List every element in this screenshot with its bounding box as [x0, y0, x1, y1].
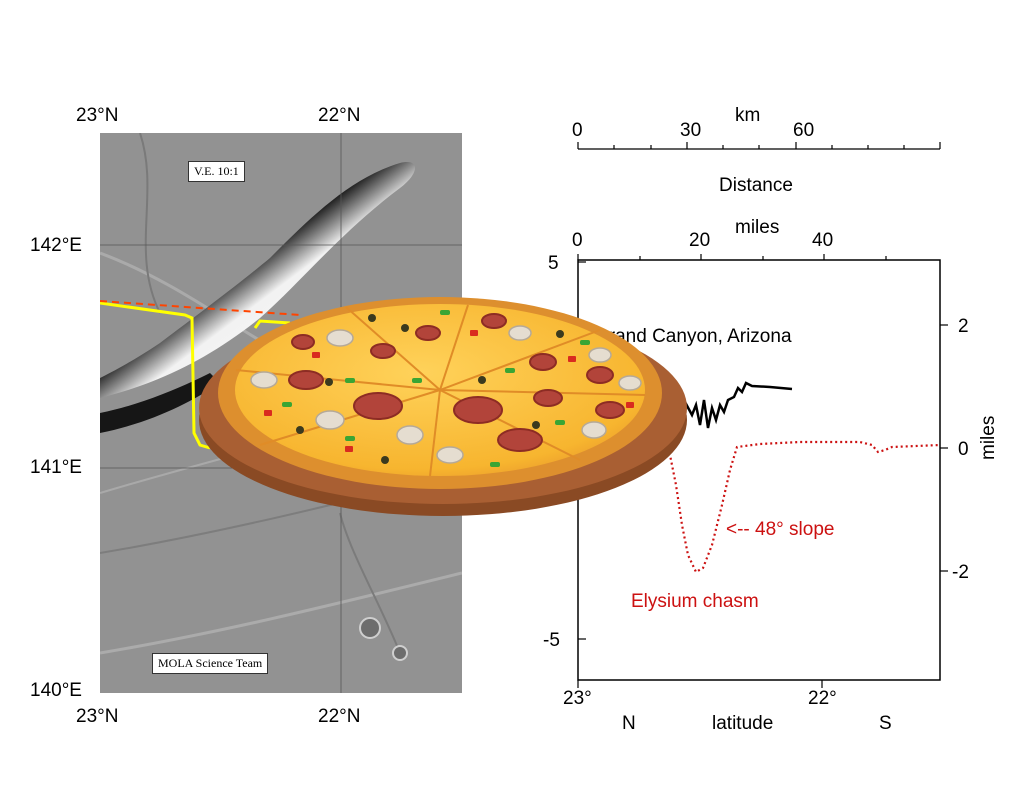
miles-tick-0: 0: [572, 230, 583, 251]
map-lon-142: 142°E: [30, 235, 82, 256]
right-tick-minus2: -2: [952, 562, 969, 583]
km-tick-0: 0: [572, 120, 583, 141]
map-bottom-lat-22: 22°N: [318, 706, 361, 727]
elysium-chasm-label: Elysium chasm: [631, 591, 759, 612]
km-tick-30: 30: [680, 120, 702, 141]
map-lon-141: 141°E: [30, 457, 82, 478]
left-tick-5: 5: [548, 253, 559, 274]
left-tick-minus5: -5: [543, 630, 560, 651]
km-tick-60: 60: [793, 120, 815, 141]
miles-tick-40: 40: [812, 230, 834, 251]
miles-top-axis-title: miles: [735, 217, 780, 238]
bottom-tick-22: 22°: [808, 688, 837, 709]
distance-label: Distance: [719, 175, 793, 196]
mola-credit-label: MOLA Science Team: [152, 653, 269, 674]
miles-tick-20: 20: [689, 230, 711, 251]
bottom-tick-23: 23°: [563, 688, 592, 709]
slope-annotation: <-- 48° slope: [726, 519, 835, 540]
map-top-lat-23: 23°N: [76, 105, 119, 126]
map-bottom-lat-23: 23°N: [76, 706, 119, 727]
grand-canyon-label: Grand Canyon, Arizona: [594, 326, 792, 347]
pizza-icon: [199, 297, 687, 516]
right-tick-0: 0: [958, 439, 969, 460]
right-tick-2: 2: [958, 316, 969, 337]
bottom-south-label: S: [879, 713, 892, 734]
bottom-north-label: N: [622, 713, 636, 734]
map-top-lat-22: 22°N: [318, 105, 361, 126]
km-axis-title: km: [735, 105, 761, 126]
map-lon-140: 140°E: [30, 680, 82, 701]
vertical-exaggeration-label: V.E. 10:1: [188, 161, 245, 182]
bottom-latitude-label: latitude: [712, 713, 774, 734]
